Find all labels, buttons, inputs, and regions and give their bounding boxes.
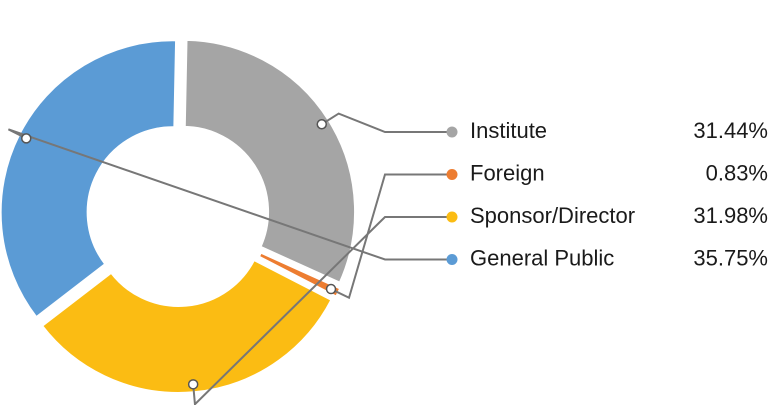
legend-dot — [446, 169, 458, 180]
legend-label: Sponsor/Director — [470, 203, 635, 228]
value-label: 35.75% — [693, 245, 768, 270]
donut-slice — [183, 38, 357, 284]
legend-label: Institute — [470, 118, 547, 143]
leader-marker — [187, 379, 199, 390]
leader-marker — [325, 283, 337, 295]
donut-slice — [0, 39, 178, 319]
legend-label: Foreign — [470, 160, 545, 185]
leader-line — [321, 112, 450, 133]
leader-marker — [316, 119, 328, 130]
legend-dot — [446, 211, 458, 223]
legend-dot — [446, 126, 458, 138]
donut-slice — [40, 258, 333, 394]
leader-line — [192, 216, 450, 405]
legend-dot — [446, 254, 458, 265]
leader-line — [330, 173, 450, 300]
value-label: 31.98% — [693, 203, 768, 228]
value-label: 31.44% — [693, 118, 768, 143]
leader-marker — [21, 133, 32, 144]
leader-line — [7, 128, 450, 261]
donut-slice — [257, 251, 342, 298]
value-label: 0.83% — [706, 160, 768, 185]
legend-label: General Public — [470, 245, 614, 270]
